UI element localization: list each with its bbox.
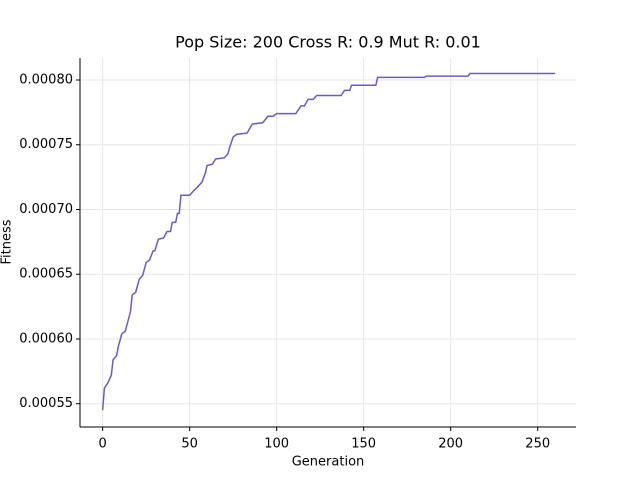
x-tick-label: 250: [525, 437, 550, 452]
plot-area: [101, 72, 556, 411]
y-tick-label: 0.00080: [19, 73, 73, 88]
line-series: [101, 72, 556, 411]
y-tick-label: 0.00075: [19, 137, 73, 152]
y-tick-label: 0.00055: [19, 396, 73, 411]
y-tick-label: 0.00060: [19, 331, 73, 346]
x-tick-label: 0: [98, 437, 106, 452]
x-tick-label: 150: [351, 437, 376, 452]
y-tick-label: 0.00065: [19, 267, 73, 282]
grid: [80, 58, 576, 427]
x-tick-label: 50: [181, 437, 198, 452]
y-axis-label: Fitness: [0, 219, 15, 264]
x-tick-label: 100: [264, 437, 289, 452]
x-tick-label: 200: [438, 437, 463, 452]
y-tick-label: 0.00070: [19, 202, 73, 217]
x-axis-label: Generation: [292, 455, 365, 470]
chart-title: Pop Size: 200 Cross R: 0.9 Mut R: 0.01: [175, 33, 481, 52]
